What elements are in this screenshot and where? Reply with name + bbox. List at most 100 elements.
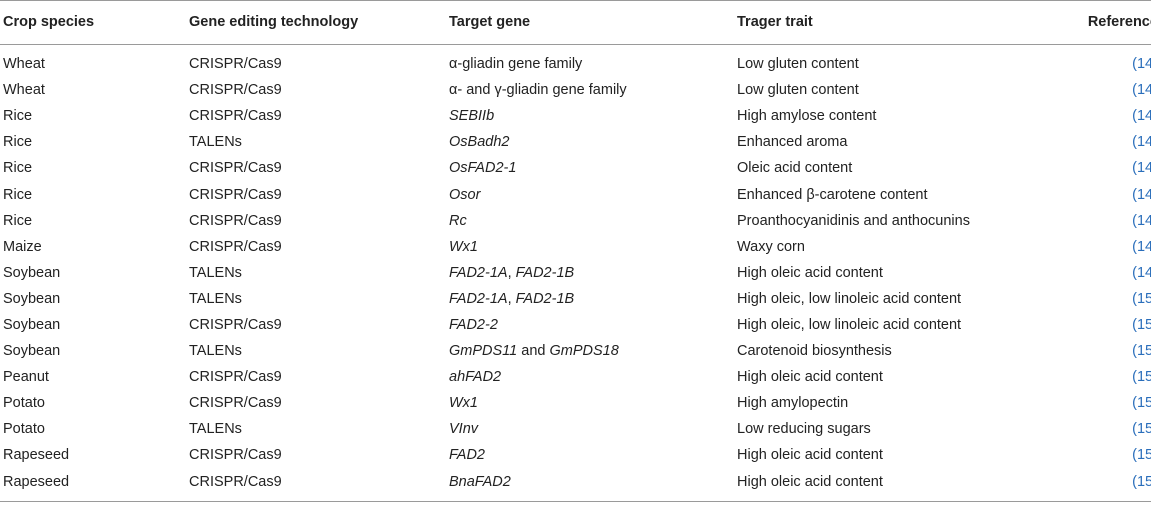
cell-crop-species: Soybean — [3, 264, 61, 281]
target-gene-text: OsBadh2 — [449, 134, 510, 151]
table-body: Wheat CRISPR/Cas9 α-gliadin gene family Low… — [0, 45, 1151, 502]
cell-crop-species: Peanut — [3, 369, 49, 386]
cell-target-gene: α-gliadin gene family — [446, 45, 734, 78]
cell-crop-species: Maize — [3, 238, 42, 255]
cell-gene-editing-technology: CRISPR/Cas9 — [189, 186, 282, 203]
cell-reference-link[interactable]: (149) — [1132, 264, 1151, 281]
target-gene-text: α- and γ-gliadin gene family — [449, 82, 627, 99]
cell-gene-editing-technology: CRISPR/Cas9 — [189, 82, 282, 99]
cell-target-gene: FAD2 — [446, 442, 734, 468]
target-gene-text: , — [507, 264, 516, 281]
cell-reference-link[interactable]: (151) — [1132, 316, 1151, 333]
cell-reference-link[interactable]: (142) — [1132, 82, 1151, 99]
cell-target-gene: ahFAD2 — [446, 364, 734, 390]
cell-gene-editing-technology: CRISPR/Cas9 — [189, 395, 282, 412]
cell-target-trait: High oleic acid content — [737, 369, 883, 386]
target-gene-text: , — [507, 290, 516, 307]
cell-reference-link[interactable]: (144) — [1132, 134, 1151, 151]
target-gene-text: GmPDS18 — [549, 343, 619, 360]
cell-target-trait: High oleic acid content — [737, 447, 883, 464]
cell-crop-species: Rice — [3, 186, 33, 203]
cell-target-gene: OsBadh2 — [446, 129, 734, 155]
cell-target-trait: Waxy corn — [737, 238, 805, 255]
target-gene-text: FAD2 — [449, 447, 485, 464]
cell-target-gene: Rc — [446, 208, 734, 234]
cell-reference-link[interactable]: (150) — [1132, 290, 1151, 307]
cell-crop-species: Rapeseed — [3, 447, 70, 464]
cell-gene-editing-technology: CRISPR/Cas9 — [189, 212, 282, 229]
target-gene-text: Rc — [449, 212, 467, 229]
cell-gene-editing-technology: CRISPR/Cas9 — [189, 160, 282, 177]
table-row: Peanut CRISPR/Cas9 ahFAD2 High oleic acid c… — [0, 364, 1151, 390]
header-gene-editing-technology: Gene editing technology — [189, 13, 359, 30]
table-row: Soybean TALENs FAD2-1A, FAD2-1B High oleic … — [0, 260, 1151, 286]
target-gene-text: Wx1 — [449, 238, 478, 255]
table-row: Soybean TALENs FAD2-1A, FAD2-1B High oleic,… — [0, 286, 1151, 312]
gene-editing-table: Crop species Gene editing technology Tar… — [0, 0, 1151, 502]
table-header: Crop species Gene editing technology Tar… — [0, 0, 1151, 45]
cell-gene-editing-technology: CRISPR/Cas9 — [189, 447, 282, 464]
cell-reference-link[interactable]: (152) — [1132, 343, 1151, 360]
target-gene-text: GmPDS11 — [449, 343, 518, 360]
cell-target-gene: FAD2-2 — [446, 312, 734, 338]
cell-crop-species: Soybean — [3, 343, 61, 360]
cell-reference-link[interactable]: (146) — [1132, 186, 1151, 203]
cell-target-gene: α- and γ-gliadin gene family — [446, 77, 734, 103]
cell-target-trait: High oleic acid content — [737, 264, 883, 281]
cell-reference-link[interactable]: (148) — [1132, 238, 1151, 255]
cell-reference-link[interactable]: (143) — [1132, 108, 1151, 125]
table-row: Rapeseed CRISPR/Cas9 BnaFAD2 High oleic aci… — [0, 469, 1151, 502]
cell-crop-species: Soybean — [3, 316, 61, 333]
cell-target-trait: High amylose content — [737, 108, 877, 125]
cell-crop-species: Rice — [3, 134, 33, 151]
cell-reference-link[interactable]: (141) — [1132, 56, 1151, 73]
cell-reference-link[interactable]: (145) — [1132, 160, 1151, 177]
cell-target-gene: FAD2-1A, FAD2-1B — [446, 260, 734, 286]
cell-target-gene: BnaFAD2 — [446, 469, 734, 502]
header-crop-species: Crop species — [3, 13, 95, 30]
cell-target-gene: FAD2-1A, FAD2-1B — [446, 286, 734, 312]
cell-reference-link[interactable]: (147) — [1132, 212, 1151, 229]
cell-gene-editing-technology: CRISPR/Cas9 — [189, 316, 282, 333]
cell-target-gene: Wx1 — [446, 234, 734, 260]
cell-target-gene: GmPDS11 and GmPDS18 — [446, 338, 734, 364]
cell-gene-editing-technology: TALENs — [189, 264, 242, 281]
cell-gene-editing-technology: TALENs — [189, 343, 242, 360]
cell-target-trait: Enhanced aroma — [737, 134, 848, 151]
cell-crop-species: Rice — [3, 212, 33, 229]
cell-gene-editing-technology: CRISPR/Cas9 — [189, 108, 282, 125]
header-target-gene: Target gene — [449, 13, 531, 30]
target-gene-text: α-gliadin gene family — [449, 56, 583, 73]
target-gene-text: FAD2-1B — [515, 290, 575, 307]
cell-reference-link[interactable]: (154) — [1132, 395, 1151, 412]
target-gene-text: BnaFAD2 — [449, 473, 511, 490]
table-row: Wheat CRISPR/Cas9 α- and γ-gliadin gene fa… — [0, 77, 1151, 103]
target-gene-text: FAD2-2 — [449, 316, 498, 333]
cell-gene-editing-technology: CRISPR/Cas9 — [189, 56, 282, 73]
cell-target-trait: High oleic, low linoleic acid content — [737, 290, 962, 307]
cell-target-trait: High amylopectin — [737, 395, 849, 412]
target-gene-text: OsFAD2-1 — [449, 160, 517, 177]
cell-gene-editing-technology: CRISPR/Cas9 — [189, 369, 282, 386]
cell-target-trait: Enhanced β-carotene content — [737, 186, 928, 203]
target-gene-text: and — [517, 343, 550, 360]
target-gene-text: FAD2-1B — [515, 264, 575, 281]
cell-gene-editing-technology: CRISPR/Cas9 — [189, 473, 282, 490]
cell-reference-link[interactable]: (156) — [1132, 447, 1151, 464]
cell-reference-link[interactable]: (157) — [1132, 473, 1151, 490]
table-row: Rice CRISPR/Cas9 Osor Enhanced β-carotene c… — [0, 181, 1151, 207]
cell-reference-link[interactable]: (153) — [1132, 369, 1151, 386]
cell-reference-link[interactable]: (155) — [1132, 421, 1151, 438]
target-gene-text: ahFAD2 — [449, 369, 502, 386]
cell-gene-editing-technology: TALENs — [189, 290, 242, 307]
cell-crop-species: Soybean — [3, 290, 61, 307]
cell-target-gene: Wx1 — [446, 390, 734, 416]
cell-target-gene: Osor — [446, 181, 734, 207]
cell-gene-editing-technology: TALENs — [189, 134, 242, 151]
cell-target-trait: Carotenoid biosynthesis — [737, 343, 892, 360]
cell-target-trait: Low reducing sugars — [737, 421, 871, 438]
cell-crop-species: Rapeseed — [3, 473, 70, 490]
table-row: Rice CRISPR/Cas9 Rc Proanthocyanidinis and … — [0, 208, 1151, 234]
table-row: Potato CRISPR/Cas9 Wx1 High amylopectin (154… — [0, 390, 1151, 416]
header-references: References — [1087, 13, 1151, 30]
